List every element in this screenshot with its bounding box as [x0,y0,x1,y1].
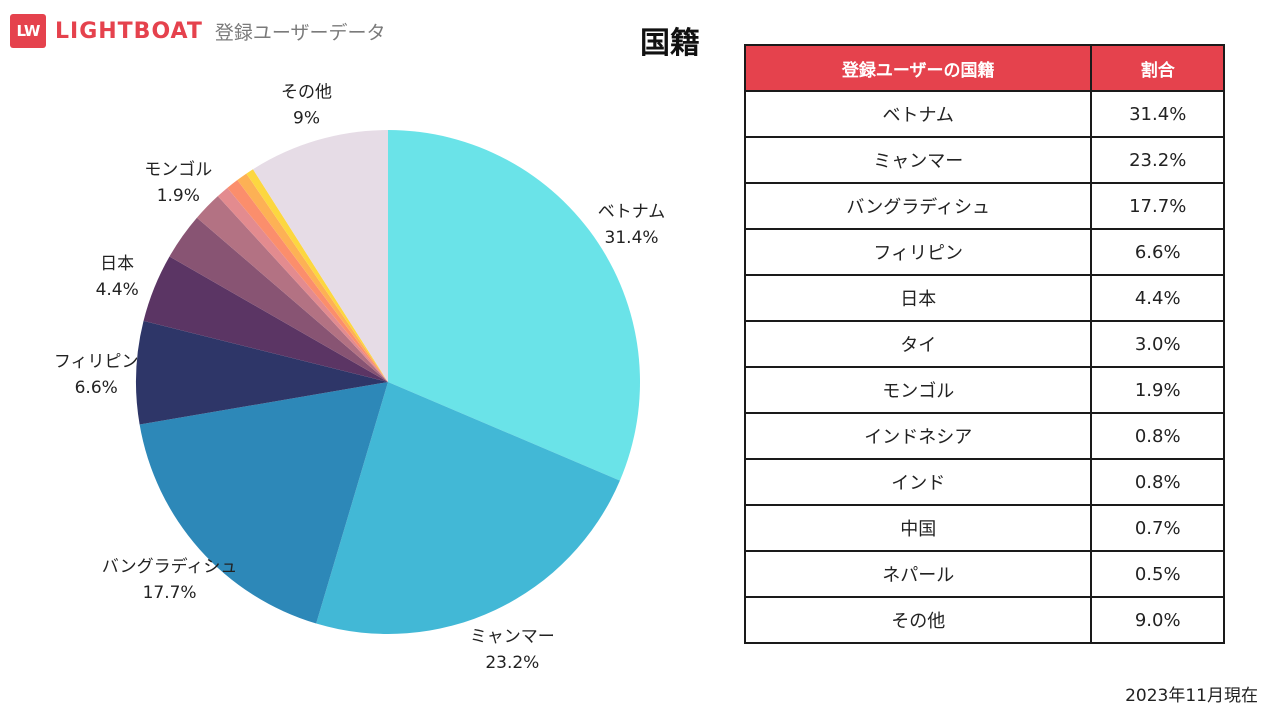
pie-slice-label: ベトナム 31.4% [598,202,666,248]
table-cell-country: 中国 [743,504,1093,552]
table-cell-ratio: 9.0% [1090,596,1225,644]
table-cell-ratio: 6.6% [1090,228,1225,276]
pie-label-percent: 17.7% [143,583,197,603]
table-header-nationality: 登録ユーザーの国籍 [743,44,1093,92]
table-cell-country: インドネシア [743,412,1093,460]
brand-header: LW LIGHTBOAT 登録ユーザーデータ [10,14,386,48]
nationality-table: 登録ユーザーの国籍 割合 ベトナム 31.4% ミャンマー 23.2% バングラディシュ… [743,44,1225,644]
table-row: 日本 4.4% [743,274,1225,322]
pie-label-name: ベトナム [598,202,666,222]
as-of-date: 2023年11月現在 [1125,686,1258,706]
pie-slice [227,180,388,382]
table-cell-country: 日本 [743,274,1093,322]
table-cell-ratio: 23.2% [1090,136,1225,184]
pie-slice [169,217,388,382]
pie-slice [252,130,388,382]
table-cell-ratio: 0.8% [1090,412,1225,460]
pie-slice [143,256,388,382]
table-cell-ratio: 0.5% [1090,550,1225,598]
table-header-row: 登録ユーザーの国籍 割合 [743,44,1225,92]
table-row: インド 0.8% [743,458,1225,506]
table-header-ratio: 割合 [1090,44,1225,92]
header-subtitle: 登録ユーザーデータ [214,21,386,44]
pie-slice-label: フィリピン 6.6% [54,352,139,398]
pie-slice-label: その他 9% [281,83,332,129]
logo-mark-text: LW [16,22,41,40]
table-cell-country: フィリピン [743,228,1093,276]
pie-slice [388,130,641,481]
pie-slice-label: バングラディシュ 17.7% [102,556,238,603]
table-row: ミャンマー 23.2% [743,136,1225,184]
table-cell-ratio: 0.8% [1090,458,1225,506]
pie-slice [246,169,388,382]
pie-label-percent: 6.6% [75,378,118,398]
lightboat-logo-icon: LW [10,14,46,48]
pie-label-name: バングラディシュ [102,556,238,577]
pie-label-percent: 4.4% [96,280,139,300]
table-row: 中国 0.7% [743,504,1225,552]
table-cell-country: インド [743,458,1093,506]
logo-wordmark: LIGHTBOAT [55,18,203,44]
chart-title: 国籍 [640,26,700,61]
pie-label-name: その他 [281,83,332,103]
table-row: その他 9.0% [743,596,1225,644]
pie-slice [196,196,388,382]
table-cell-ratio: 3.0% [1090,320,1225,368]
table-cell-country: その他 [743,596,1093,644]
table-cell-ratio: 1.9% [1090,366,1225,414]
pie-slice [237,173,388,382]
table-cell-country: ミャンマー [743,136,1093,184]
table-row: ネパール 0.5% [743,550,1225,598]
table-cell-country: ベトナム [743,90,1093,138]
table-row: モンゴル 1.9% [743,366,1225,414]
pie-label-name: ミャンマー [470,627,555,647]
table-row: ベトナム 31.4% [743,90,1225,138]
pie-label-name: 日本 [100,254,134,274]
table-cell-ratio: 0.7% [1090,504,1225,552]
table-cell-ratio: 17.7% [1090,182,1225,230]
table-row: インドネシア 0.8% [743,412,1225,460]
table-cell-country: モンゴル [743,366,1093,414]
table-row: バングラディシュ 17.7% [743,182,1225,230]
pie-label-percent: 9% [293,109,320,129]
pie-label-percent: 1.9% [157,186,200,206]
pie-slice-label: モンゴル 1.9% [144,159,212,206]
nationality-pie-chart: ベトナム 31.4% ミャンマー 23.2% バングラディシュ 17.7% フィリピン 6.6… [54,83,666,674]
pie-slice [139,382,388,624]
table-cell-country: タイ [743,320,1093,368]
pie-slice-label: ミャンマー 23.2% [470,627,555,673]
pie-slice [136,320,388,425]
table-cell-ratio: 31.4% [1090,90,1225,138]
table-row: タイ 3.0% [743,320,1225,368]
table-cell-country: バングラディシュ [743,182,1093,230]
table-row: フィリピン 6.6% [743,228,1225,276]
table-cell-ratio: 4.4% [1090,274,1225,322]
pie-label-percent: 23.2% [485,653,539,673]
pie-label-name: モンゴル [144,159,212,180]
pie-slice [217,187,388,382]
pie-slice [316,382,620,634]
table-cell-country: ネパール [743,550,1093,598]
pie-label-percent: 31.4% [605,228,659,248]
pie-slice-label: 日本 4.4% [96,254,139,300]
pie-label-name: フィリピン [54,352,139,372]
